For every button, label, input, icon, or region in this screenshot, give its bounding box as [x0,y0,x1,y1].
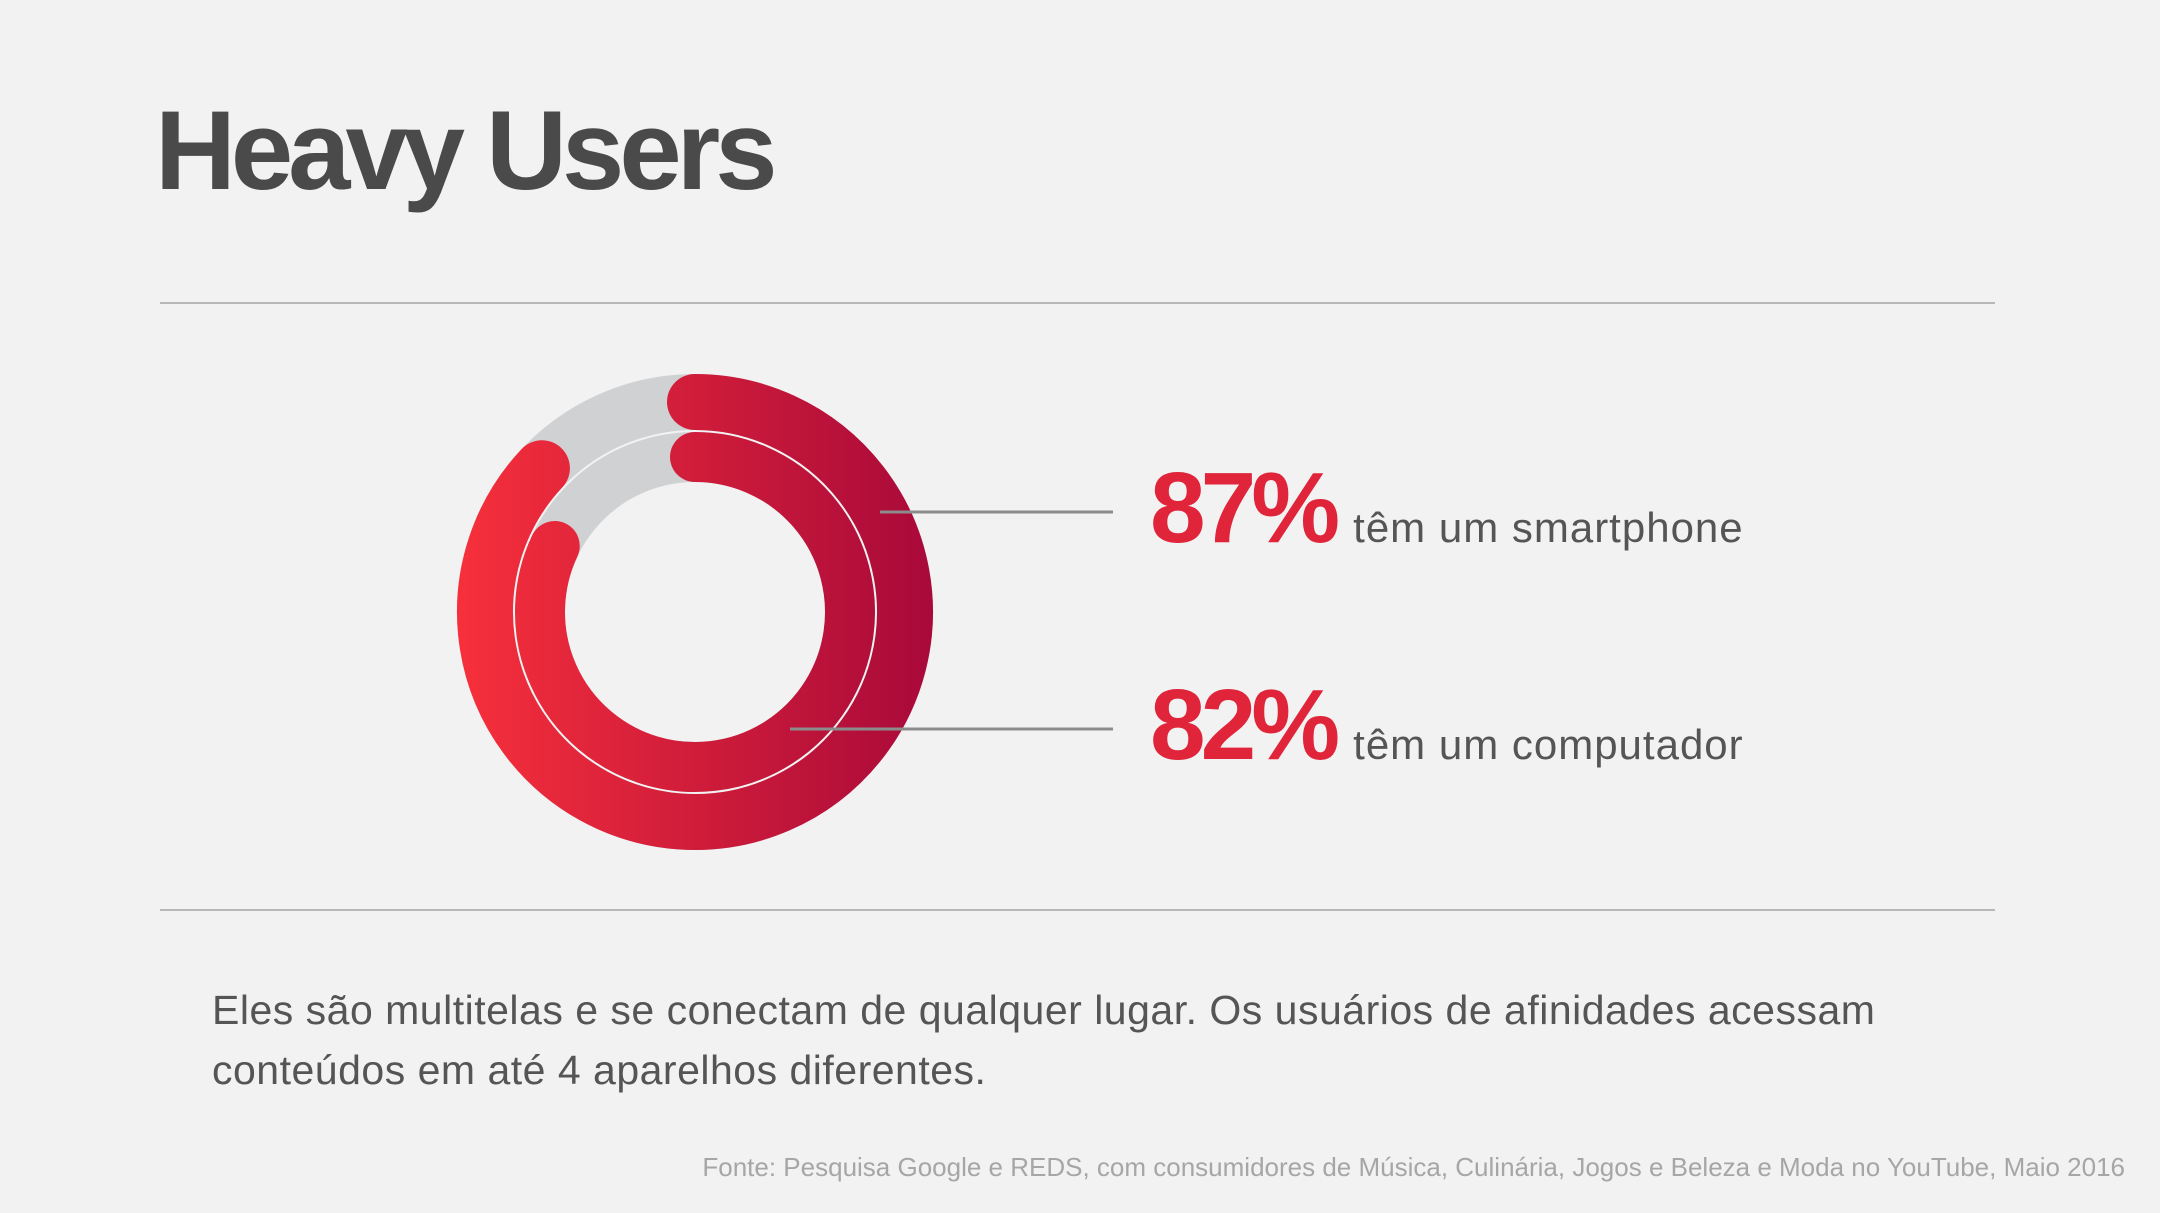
bottom-divider [160,909,1995,911]
body-text: Eles são multitelas e se conectam de qua… [212,987,1876,1093]
stat-smartphone: 87% têm um smartphone [1150,458,1744,558]
stat-label: têm um computador [1353,721,1744,768]
stat-computador: 82% têm um computador [1150,675,1744,775]
slide-title: Heavy Users [155,88,777,213]
inner-ring-progress-computador [515,432,875,792]
outer-ring-progress-smartphone [457,374,933,850]
stat-label: têm um smartphone [1353,504,1744,551]
top-divider [160,302,1995,304]
source-note: Fonte: Pesquisa Google e REDS, com consu… [702,1152,2125,1182]
stat-value: 82% [1150,669,1340,781]
stat-value: 87% [1150,452,1340,564]
